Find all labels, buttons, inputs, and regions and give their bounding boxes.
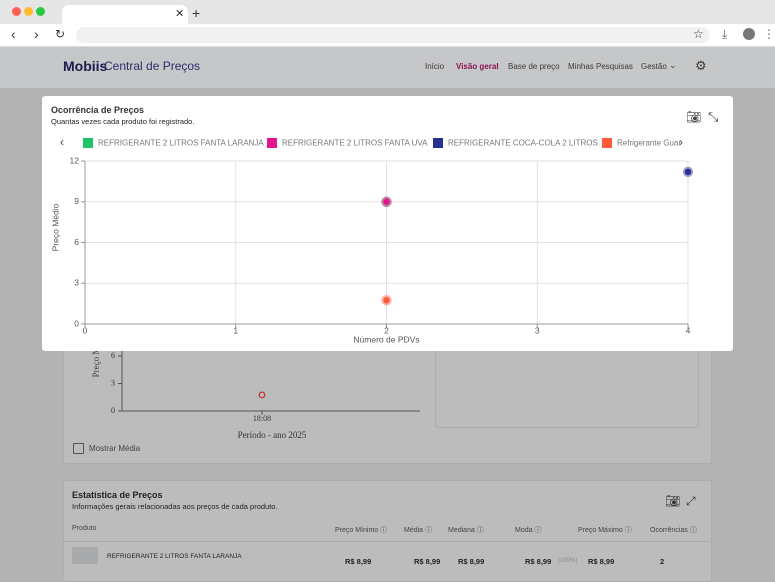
y-tick-label: 6: [74, 237, 79, 247]
product-name: REFRIGERANTE 2 LITROS FANTA LARANJA: [107, 553, 242, 560]
info-icon[interactable]: ⓘ: [534, 527, 542, 534]
downloads[interactable]: ⤓: [722, 27, 728, 41]
cell: R$ 8,99: [588, 557, 615, 566]
modal-title: Ocorrência de Preços: [51, 105, 145, 115]
modal-subtitle: Quantas vezes cada produto foi registrad…: [51, 117, 195, 126]
info-icon[interactable]: ⓘ: [689, 527, 697, 534]
address-bar[interactable]: [76, 27, 710, 43]
product-thumb: [72, 547, 98, 564]
profile[interactable]: [743, 28, 755, 40]
bookmark[interactable]: ☆: [693, 27, 704, 41]
camera[interactable]: 📷︎: [686, 110, 702, 124]
legend-label[interactable]: REFRIGERANTE 2 LITROS FANTA UVA: [282, 139, 428, 148]
x-tick-label: 18:08: [253, 414, 271, 423]
y-tick-label: 0: [74, 318, 79, 328]
nav-link[interactable]: Gestão: [641, 62, 667, 71]
info-icon[interactable]: ⓘ: [624, 527, 632, 534]
collapse[interactable]: ⤡: [708, 109, 719, 124]
app-header: [0, 47, 775, 88]
x-axis-label: Período - ano 2025: [238, 430, 307, 440]
minimize-dot[interactable]: [24, 7, 33, 16]
legend-swatch[interactable]: [83, 138, 93, 148]
product-name: Central de Preços: [104, 59, 201, 73]
point: [381, 295, 392, 306]
y-axis-label: Preço Médio: [50, 203, 60, 251]
cell: R$ 8,99: [414, 557, 441, 566]
stats-subtitle: Informações gerais relacionadas aos preç…: [72, 502, 278, 511]
column-header: Preço Máximo ⓘ: [578, 527, 632, 534]
y-tick-label: 3: [111, 378, 115, 387]
y-tick-label: 0: [111, 406, 115, 415]
checkbox-label[interactable]: Mostrar Média: [89, 444, 141, 453]
moda-share: (100%): [558, 558, 578, 564]
cell: R$ 8,99: [345, 557, 372, 566]
legend-label[interactable]: REFRIGERANTE 2 LITROS FANTA LARANJA: [98, 139, 264, 148]
column-header: Ocorrências ⓘ: [650, 527, 697, 534]
column-header: Moda ⓘ: [515, 527, 542, 534]
x-tick-label: 2: [384, 325, 389, 335]
history-chart: Preço M Período - ano 2025 0 3 6 18:08: [91, 347, 420, 440]
column-header: Preço Mínimo ⓘ: [335, 527, 388, 534]
x-tick-label: 0: [83, 325, 88, 335]
chart-modal: Ocorrência de Preços Quantas vezes cada …: [42, 96, 733, 351]
brand: Mobiis: [63, 58, 108, 74]
x-axis-label: Número de PDVs: [353, 334, 419, 344]
x-tick-label: 4: [686, 325, 691, 335]
new-tab[interactable]: +: [192, 5, 201, 21]
cell: 2: [660, 557, 665, 566]
legend-label[interactable]: Refrigerante Guar: [617, 139, 681, 148]
row-divider: [63, 541, 710, 542]
legend-swatch[interactable]: [602, 138, 612, 148]
checkbox[interactable]: [73, 443, 84, 454]
x-tick-label: 3: [535, 325, 540, 335]
cell: R$ 8,99: [458, 557, 485, 566]
nav-link[interactable]: Minhas Pesquisas: [568, 62, 633, 71]
y-tick-label: 6: [111, 351, 115, 360]
column-header: Mediana ⓘ: [448, 527, 484, 534]
info-icon[interactable]: ⓘ: [425, 527, 433, 534]
info-icon[interactable]: ⓘ: [380, 527, 388, 534]
point: [258, 391, 266, 399]
x-tick-label: 1: [233, 325, 238, 335]
nav-link[interactable]: Visão geral: [456, 62, 499, 71]
reload[interactable]: ↻: [55, 27, 66, 41]
legend-swatch[interactable]: [433, 138, 443, 148]
nav-link[interactable]: Início: [425, 62, 445, 71]
legend-swatch[interactable]: [267, 138, 277, 148]
expand[interactable]: ⤢: [686, 494, 696, 508]
tab[interactable]: [62, 5, 188, 24]
nav-link[interactable]: Base de preço: [508, 62, 560, 71]
camera[interactable]: 📷︎: [665, 494, 681, 508]
legend-next[interactable]: ›: [679, 135, 683, 149]
close-dot[interactable]: [12, 7, 21, 16]
menu[interactable]: ⋮: [763, 27, 775, 41]
y-axis-label: Preço M: [91, 347, 101, 378]
y-tick-label: 9: [74, 196, 79, 206]
stats-title: Estatística de Preços: [72, 490, 163, 500]
y-tick-label: 12: [70, 155, 80, 165]
info-icon[interactable]: ⓘ: [476, 527, 484, 534]
nav-caret[interactable]: ⌄: [669, 60, 677, 70]
settings[interactable]: ⚙: [695, 58, 707, 73]
tab-close[interactable]: ✕: [175, 8, 185, 20]
zoom-dot[interactable]: [36, 7, 45, 16]
column-header: Produto: [72, 525, 97, 532]
legend-label[interactable]: REFRIGERANTE COCA-COLA 2 LITROS: [448, 139, 598, 148]
forward[interactable]: ›: [34, 26, 39, 42]
back[interactable]: ‹: [11, 26, 16, 42]
point: [682, 166, 694, 178]
legend-prev[interactable]: ‹: [60, 135, 64, 149]
column-header: Média ⓘ: [404, 527, 433, 534]
y-tick-label: 3: [74, 278, 79, 288]
point: [381, 196, 392, 207]
legend: REFRIGERANTE 2 LITROS FANTA LARANJA REFRI…: [83, 138, 681, 148]
cell: R$ 8,99: [525, 557, 552, 566]
